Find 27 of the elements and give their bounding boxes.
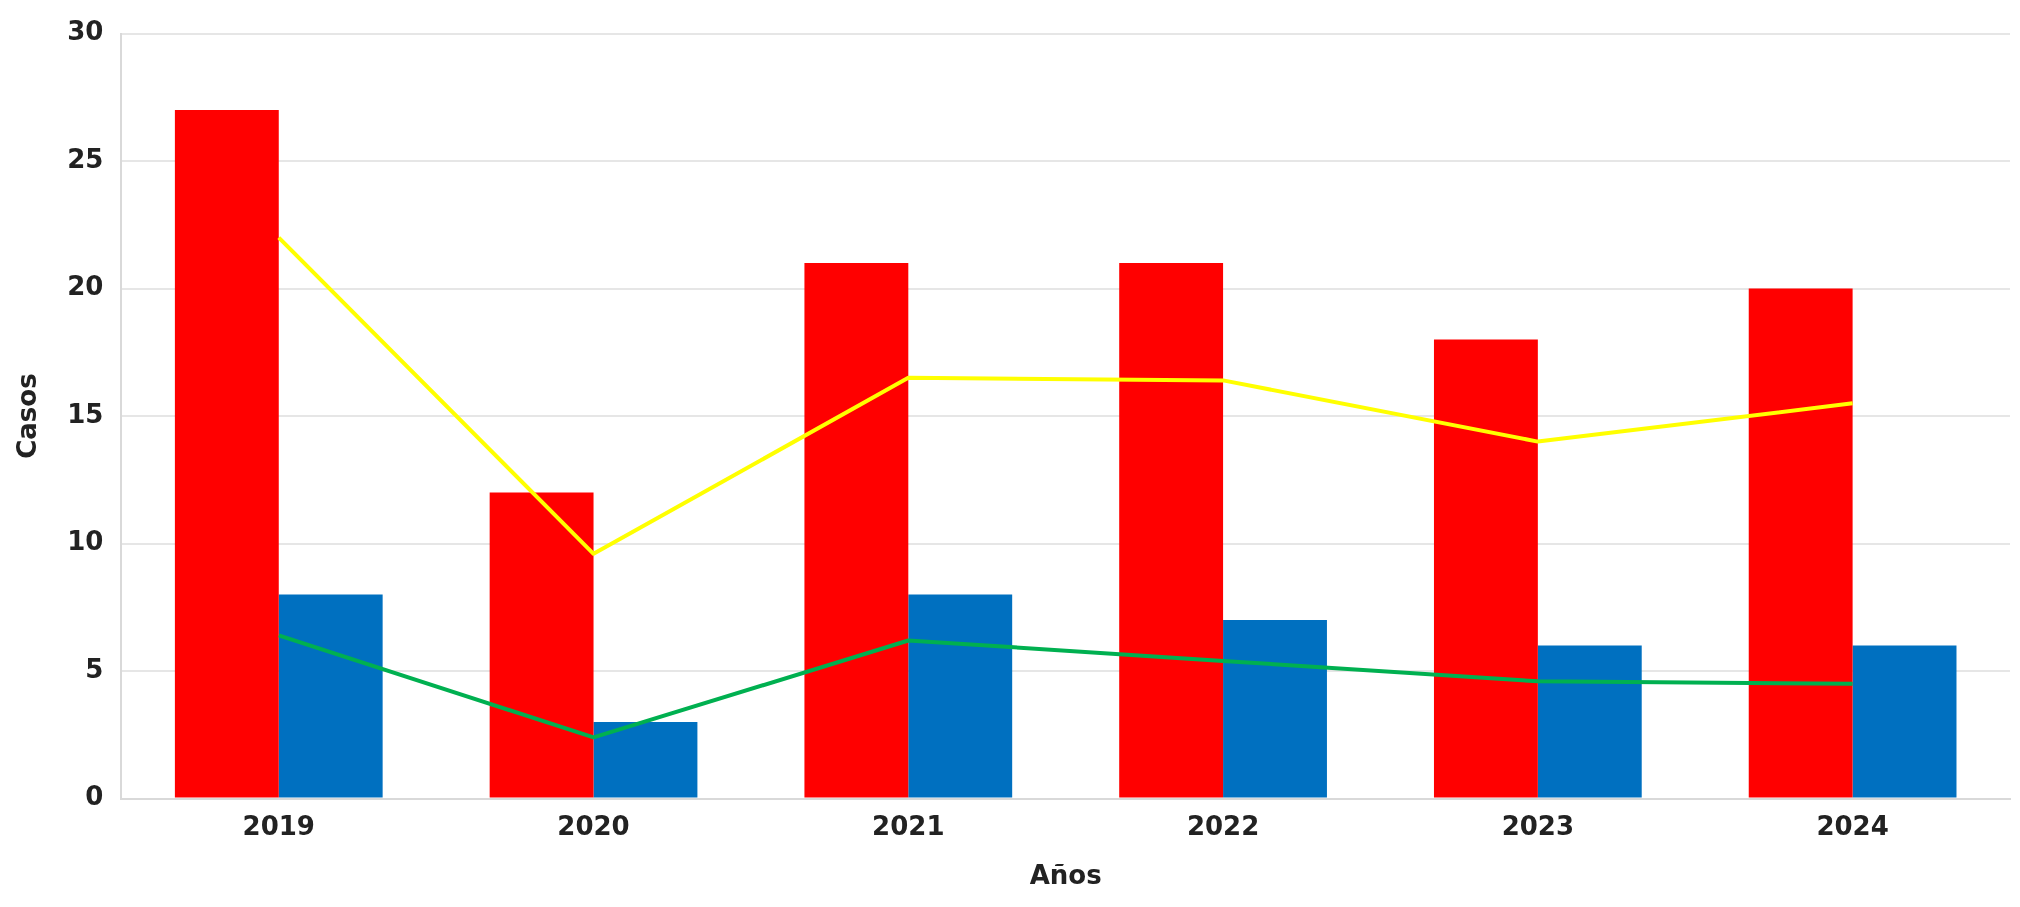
bar — [593, 722, 698, 798]
bar — [1433, 339, 1538, 798]
bar — [489, 492, 594, 798]
bar — [908, 594, 1013, 798]
y-tick-label: 15 — [67, 398, 104, 429]
bar — [1119, 263, 1224, 798]
x-tick-label: 2020 — [557, 810, 630, 841]
x-tick-label: 2021 — [872, 810, 945, 841]
y-axis-title: Casos — [12, 373, 43, 459]
bar — [1537, 645, 1642, 798]
bar — [174, 110, 279, 798]
x-tick-label: 2019 — [242, 810, 315, 841]
y-tick-label: 0 — [85, 781, 104, 812]
bar — [278, 594, 383, 798]
x-axis-title: Años — [1029, 860, 1102, 891]
y-tick-label: 20 — [67, 271, 104, 302]
bar — [1852, 645, 1957, 798]
bar — [1223, 620, 1327, 798]
bar — [1748, 288, 1853, 798]
y-tick-label: 5 — [85, 653, 104, 684]
y-tick-label: 10 — [67, 526, 104, 557]
y-tick-label: 25 — [67, 143, 104, 174]
x-tick-label: 2023 — [1501, 810, 1575, 841]
bar — [804, 263, 909, 798]
y-tick-label: 30 — [67, 16, 104, 47]
x-tick-label: 2022 — [1186, 810, 1260, 841]
x-tick-label: 2024 — [1816, 810, 1889, 841]
